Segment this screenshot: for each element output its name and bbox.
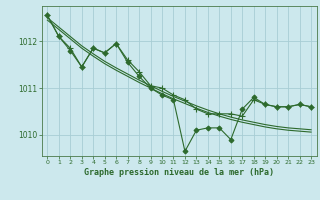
X-axis label: Graphe pression niveau de la mer (hPa): Graphe pression niveau de la mer (hPa): [84, 168, 274, 177]
